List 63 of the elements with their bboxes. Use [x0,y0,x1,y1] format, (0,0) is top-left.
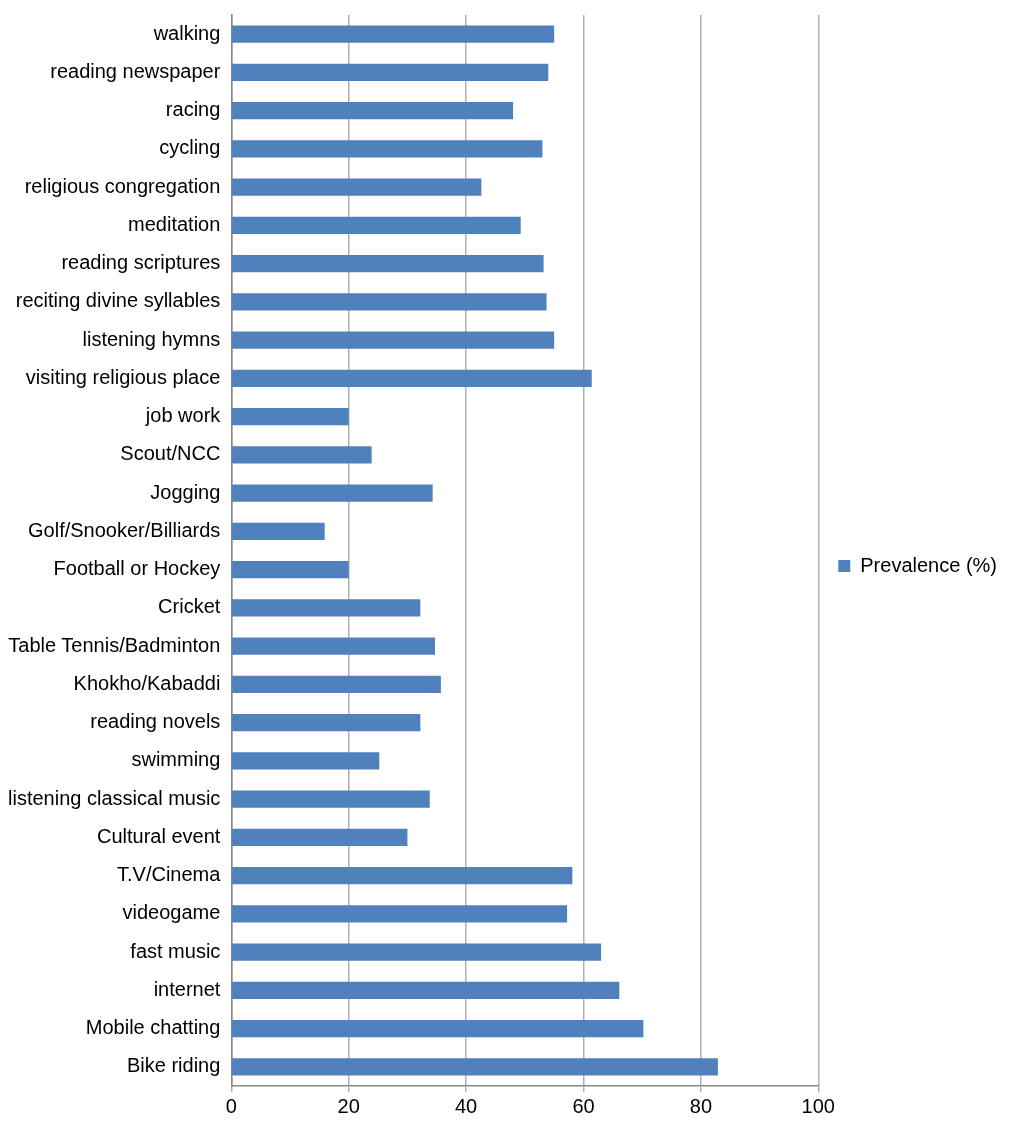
bar [232,293,547,311]
bar [232,599,421,617]
bar [232,63,549,81]
y-tick-label: religious congregation [24,174,221,197]
bar [232,867,573,885]
y-tick-label: listening hymns [82,327,221,350]
x-tick-label: 100 [801,1094,835,1117]
bar [232,216,521,234]
bar [232,828,408,846]
y-tick-label: racing [165,98,221,121]
bar [232,905,568,923]
legend-label: Prevalence (%) [860,553,997,576]
y-tick-label: Football or Hockey [53,557,221,580]
bar [232,561,349,579]
y-tick-label: walking [152,21,221,44]
bar [232,484,433,502]
y-tick-label: Scout/NCC [120,442,221,465]
y-tick-label: Cultural event [96,824,221,847]
bar [232,981,620,999]
bar [232,637,436,655]
y-tick-label: Mobile chatting [85,1016,221,1039]
y-tick-label: reading novels [90,710,221,733]
y-tick-label: cycling [159,136,221,159]
bar [232,102,514,120]
x-tick-label: 60 [572,1094,595,1117]
y-tick-label: reciting divine syllables [15,289,221,312]
bar [232,714,421,732]
bar [232,1058,718,1076]
y-tick-label: fast music [130,939,221,962]
y-tick-label: listening classical music [8,786,221,809]
y-tick-label: Jogging [150,480,221,503]
y-tick-label: Table Tennis/Badminton [8,633,221,656]
bar [232,178,482,196]
y-tick-label: Khokho/Kabaddi [73,671,221,694]
x-tick-label: 40 [455,1094,478,1117]
bar [232,446,372,464]
y-tick-label: internet [153,977,221,1000]
y-tick-label: T.V/Cinema [116,863,222,886]
bar [232,943,602,961]
y-tick-label: reading scriptures [61,251,221,274]
y-tick-label: Golf/Snooker/Billiards [28,518,221,541]
bar [232,255,544,273]
bar [232,752,380,770]
x-tick-label: 0 [225,1094,237,1117]
bar [232,675,441,693]
bar [232,790,430,808]
x-tick-label: 20 [337,1094,360,1117]
y-tick-label: meditation [128,212,221,235]
y-tick-label: swimming [131,748,221,771]
bar [232,25,555,43]
bar [232,408,349,426]
bar [232,522,325,540]
bar [232,1020,644,1038]
y-tick-label: Bike riding [126,1054,221,1077]
y-tick-label: reading newspaper [50,59,221,82]
x-tick-label: 80 [689,1094,713,1117]
y-tick-label: Cricket [158,595,221,618]
y-tick-label: visiting religious place [25,365,221,388]
y-tick-label: job work [144,404,222,427]
y-tick-label: videogame [122,901,221,924]
bar [232,331,555,349]
bar [232,140,543,158]
bar [232,369,592,387]
